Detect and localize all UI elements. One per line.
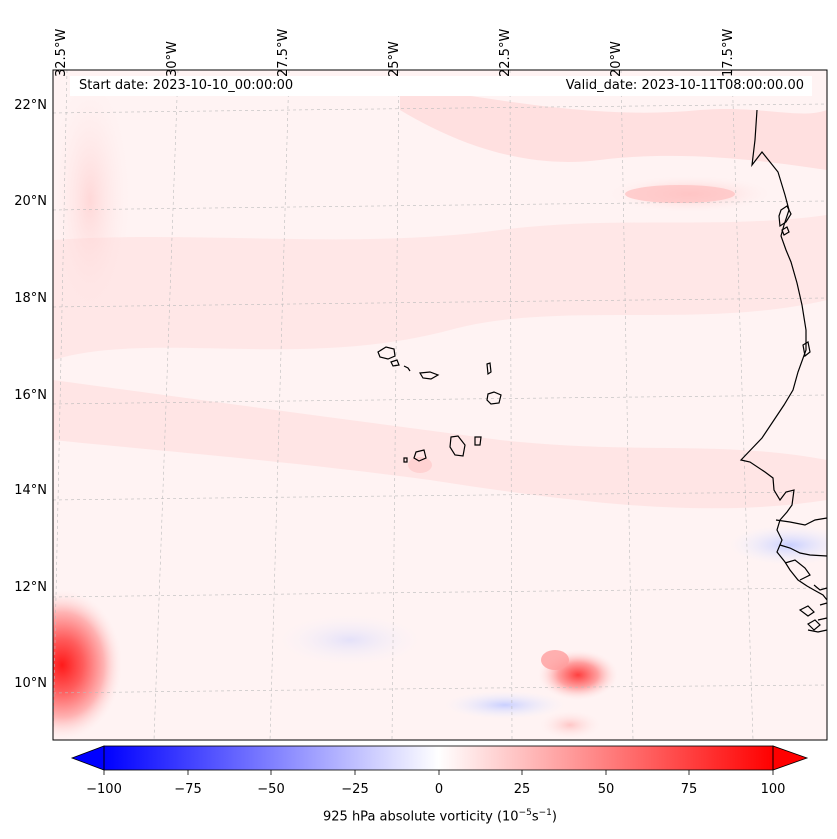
gridlines	[53, 70, 827, 740]
colorbar-tick-50: 50	[597, 782, 615, 797]
lat-label-16n: 16°N	[14, 388, 47, 403]
lon-label-17-5w: 17.5°W	[721, 28, 736, 77]
colorbar-max-extend	[772, 745, 809, 771]
colorbar-tick-75: 75	[680, 782, 698, 797]
valid-date-label: Valid_date: 2023-10-11T08:00:00.00	[565, 78, 804, 93]
lon-label-30w: 30°W	[165, 41, 180, 77]
vorticity-patch-south	[541, 650, 569, 670]
colorbar-tick-minus-25: −25	[341, 782, 369, 797]
lon-label-20w: 20°W	[609, 41, 624, 77]
vorticity-patch-west	[53, 80, 130, 320]
map-frame	[52, 69, 828, 741]
lat-label-20n: 20°N	[14, 194, 47, 209]
lon-label-32-5w: 32.5°W	[54, 28, 69, 77]
lon-label-25w: 25°W	[387, 41, 402, 77]
vorticity-patch-islands	[408, 457, 432, 473]
cape-verde-islands	[377, 346, 502, 463]
vorticity-max-southwest	[53, 590, 122, 740]
vorticity-band-central	[53, 380, 827, 509]
vorticity-patch-south-lower	[540, 711, 600, 739]
colorbar-tick-100: 100	[760, 782, 786, 797]
colorbar-tick-minus-75: −75	[174, 782, 202, 797]
negative-vorticity-east	[730, 525, 827, 565]
lat-label-18n: 18°N	[14, 291, 47, 306]
date-annotation: Start date: 2023-10-10_00:00:00 Valid_da…	[70, 76, 812, 96]
colorbar-label: 925 hPa absolute vorticity (10−5s−1)	[323, 808, 557, 825]
africa-coastline	[739, 109, 828, 633]
lat-label-14n: 14°N	[14, 483, 47, 498]
vorticity-band-north	[53, 215, 827, 360]
negative-vorticity-central	[280, 615, 420, 665]
vorticity-band-northeast	[400, 85, 827, 170]
lat-label-22n: 22°N	[14, 98, 47, 113]
colorbar-tick-25: 25	[513, 782, 531, 797]
lon-label-22-5w: 22.5°W	[498, 28, 513, 77]
lat-label-10n: 10°N	[14, 676, 47, 691]
colorbar-min-extend	[70, 745, 105, 771]
lat-label-12n: 12°N	[14, 580, 47, 595]
colorbar-body	[104, 746, 773, 770]
colorbar-tick-minus-100: −100	[86, 782, 122, 797]
negative-vorticity-south	[445, 691, 565, 719]
start-date-label: Start date: 2023-10-10_00:00:00	[79, 78, 294, 93]
vorticity-field	[53, 70, 827, 740]
lon-label-27-5w: 27.5°W	[276, 28, 291, 77]
vorticity-core-20n	[625, 185, 735, 203]
colorbar	[70, 745, 809, 775]
colorbar-tick-0: 0	[434, 782, 444, 797]
colorbar-tick-minus-50: −50	[257, 782, 285, 797]
